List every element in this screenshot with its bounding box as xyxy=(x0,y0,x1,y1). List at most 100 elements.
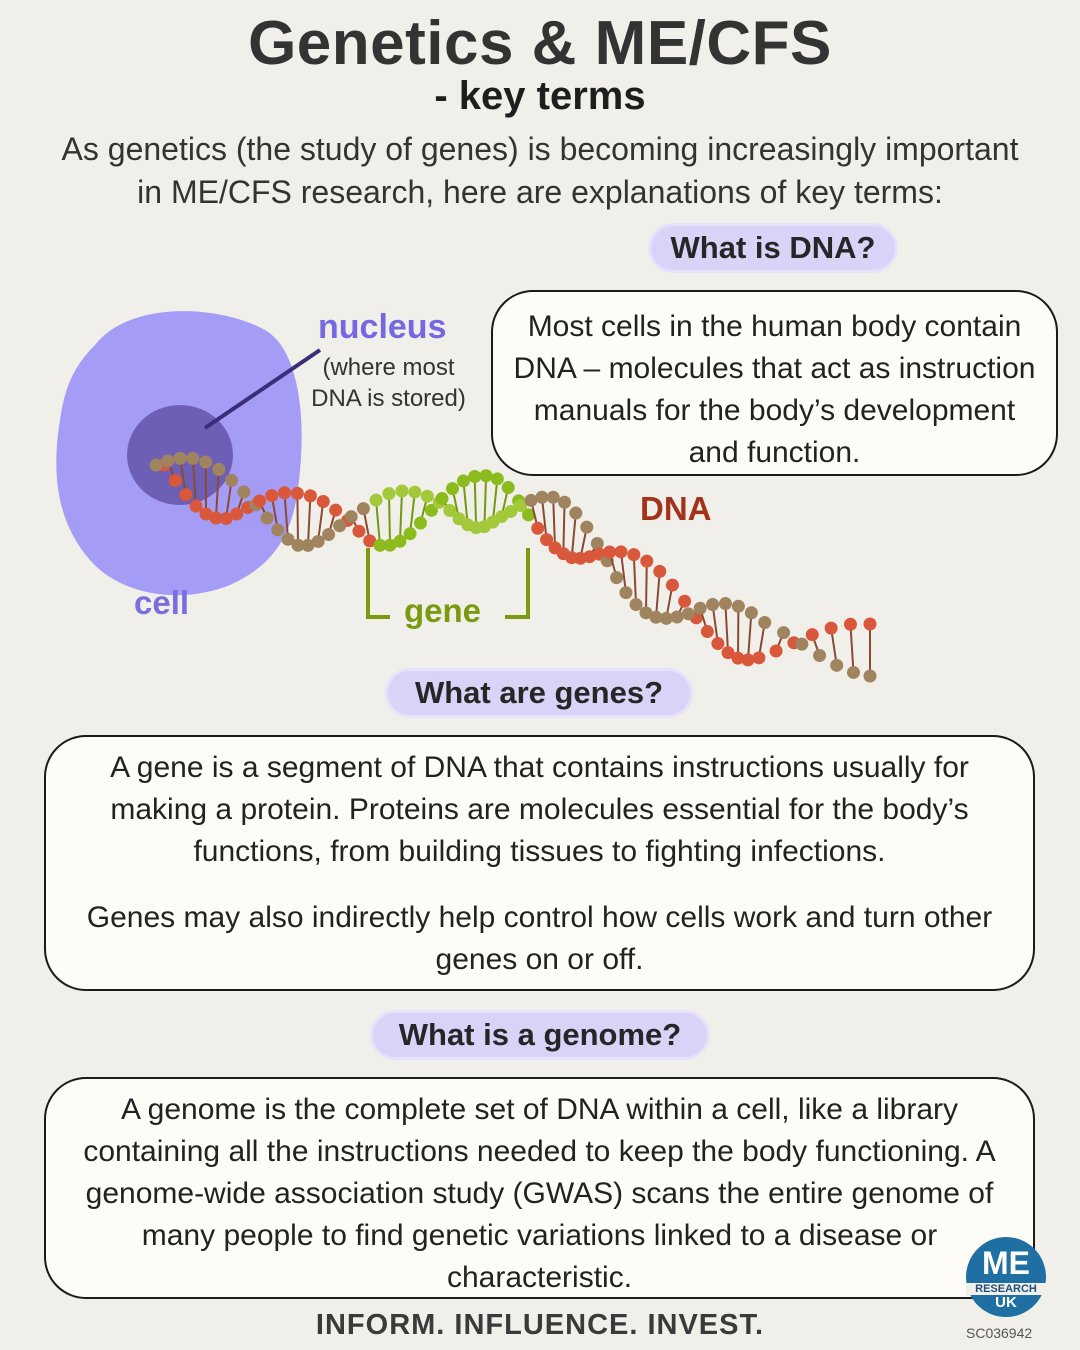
dna-heading: What is DNA? xyxy=(648,223,898,273)
genes-paragraph-1: A gene is a segment of DNA that contains… xyxy=(110,751,969,868)
dna-nucleotide xyxy=(408,485,422,499)
logo-me-text: ME xyxy=(982,1245,1030,1281)
nucleus-label: nucleus xyxy=(318,308,447,346)
dna-nucleotide xyxy=(640,554,654,568)
dna-nucleotide xyxy=(253,494,267,508)
dna-base-pair xyxy=(283,492,290,540)
logo-uk-text: UK xyxy=(995,1294,1017,1311)
dna-base-pair xyxy=(724,603,730,653)
dna-nucleotide xyxy=(524,493,538,507)
dna-base-pair xyxy=(398,490,404,542)
dna-nucleotide xyxy=(863,669,877,683)
dna-nucleotide xyxy=(161,454,175,468)
dna-nucleotide xyxy=(443,503,457,517)
gene-bracket-left xyxy=(366,548,390,619)
dna-nucleotide xyxy=(777,626,791,640)
dna-explanation-text: Most cells in the human body contain DNA… xyxy=(513,310,1036,469)
dna-nucleotide xyxy=(569,506,583,520)
dna-nucleotide xyxy=(670,610,684,624)
dna-nucleotide xyxy=(352,524,366,538)
dna-nucleotide xyxy=(271,523,285,537)
dna-nucleotide xyxy=(769,644,783,658)
me-research-uk-logo: ME RESEARCH UK xyxy=(966,1237,1046,1317)
dna-base-pair xyxy=(317,501,325,542)
dna-nucleotide xyxy=(830,658,844,672)
logo-research-text: RESEARCH xyxy=(966,1283,1046,1295)
dna-nucleotide xyxy=(610,571,624,585)
dna-nucleotide xyxy=(522,508,536,522)
genome-explanation-box: A genome is the complete set of DNA with… xyxy=(44,1077,1035,1299)
dna-nucleotide xyxy=(583,550,597,564)
dna-base-pair xyxy=(214,469,220,519)
genome-heading: What is a genome? xyxy=(370,1010,710,1060)
dna-base-pair xyxy=(191,458,198,507)
dna-nucleotide xyxy=(580,520,594,534)
dna-base-pair xyxy=(644,561,648,613)
page-title: Genetics & ME/CFS xyxy=(248,9,832,78)
genes-explanation-box: A gene is a segment of DNA that contains… xyxy=(44,735,1035,991)
dna-nucleotide xyxy=(531,521,545,535)
dna-base-pair xyxy=(375,499,381,546)
dna-nucleotide xyxy=(356,502,370,516)
dna-explanation-box: Most cells in the human body contain DNA… xyxy=(491,290,1058,476)
dna-base-pair xyxy=(654,571,661,618)
dna-base-pair xyxy=(552,497,557,548)
dna-nucleotide xyxy=(846,665,860,679)
dna-nucleotide xyxy=(700,625,714,639)
dna-nucleotide xyxy=(230,507,244,521)
dna-nucleotide xyxy=(199,455,213,469)
dna-nucleotide xyxy=(678,594,692,608)
dna-nucleotide xyxy=(665,578,679,592)
nucleus-note: (where most DNA is stored) xyxy=(311,354,466,412)
dna-nucleotide xyxy=(731,599,745,613)
dna-nucleotide xyxy=(414,516,428,530)
dna-base-pair xyxy=(619,551,627,593)
dna-base-pair xyxy=(570,512,577,558)
dna-nucleotide xyxy=(277,486,291,500)
dna-nucleotide xyxy=(363,534,377,548)
dna-base-pair xyxy=(387,493,392,546)
dna-nucleotide xyxy=(311,534,325,548)
dna-nucleotide xyxy=(805,628,819,642)
dna-nucleotide xyxy=(504,504,518,518)
dna-nucleotide xyxy=(322,528,336,542)
dna-nucleotide xyxy=(535,490,549,504)
dna-nucleotide xyxy=(479,469,493,483)
gene-bracket-right xyxy=(505,548,530,619)
dna-nucleotide xyxy=(329,503,343,517)
dna-nucleotide xyxy=(199,507,213,521)
dna-nucleotide xyxy=(237,485,251,499)
genes-heading: What are genes? xyxy=(385,668,693,718)
dna-nucleotide xyxy=(731,651,745,665)
dna-nucleotide xyxy=(456,474,470,488)
dna-nucleotide xyxy=(281,532,295,546)
dna-nucleotide xyxy=(711,637,725,651)
dna-nucleotide xyxy=(590,536,604,550)
dna-nucleotide xyxy=(629,598,643,612)
dna-nucleotide xyxy=(403,527,417,541)
dna-nucleotide xyxy=(501,481,515,495)
dna-nucleotide xyxy=(706,597,720,611)
dna-base-pair xyxy=(562,502,566,554)
page-subtitle: - key terms xyxy=(434,74,646,118)
dna-nucleotide xyxy=(316,495,330,509)
dna-nucleotide xyxy=(265,489,279,503)
gene-label: gene xyxy=(404,592,482,629)
dna-nucleotide xyxy=(741,653,755,667)
dna-nucleotide xyxy=(445,482,459,496)
dna-nucleotide xyxy=(420,489,434,503)
dna-nucleotide xyxy=(546,490,560,504)
dna-nucleotide xyxy=(344,510,358,524)
dna-nucleotide xyxy=(393,534,407,548)
dna-base-pair xyxy=(711,604,719,644)
dna-base-pair xyxy=(540,497,548,540)
dna-nucleotide xyxy=(693,601,707,615)
dna-nucleotide xyxy=(843,617,857,631)
dna-nucleotide xyxy=(603,545,617,559)
dna-nucleotide xyxy=(468,469,482,483)
dna-nucleotide xyxy=(260,511,274,525)
dna-nucleotide xyxy=(653,564,667,578)
dna-nucleotide xyxy=(382,487,396,501)
dna-base-pair xyxy=(306,495,312,546)
dna-nucleotide xyxy=(619,586,633,600)
